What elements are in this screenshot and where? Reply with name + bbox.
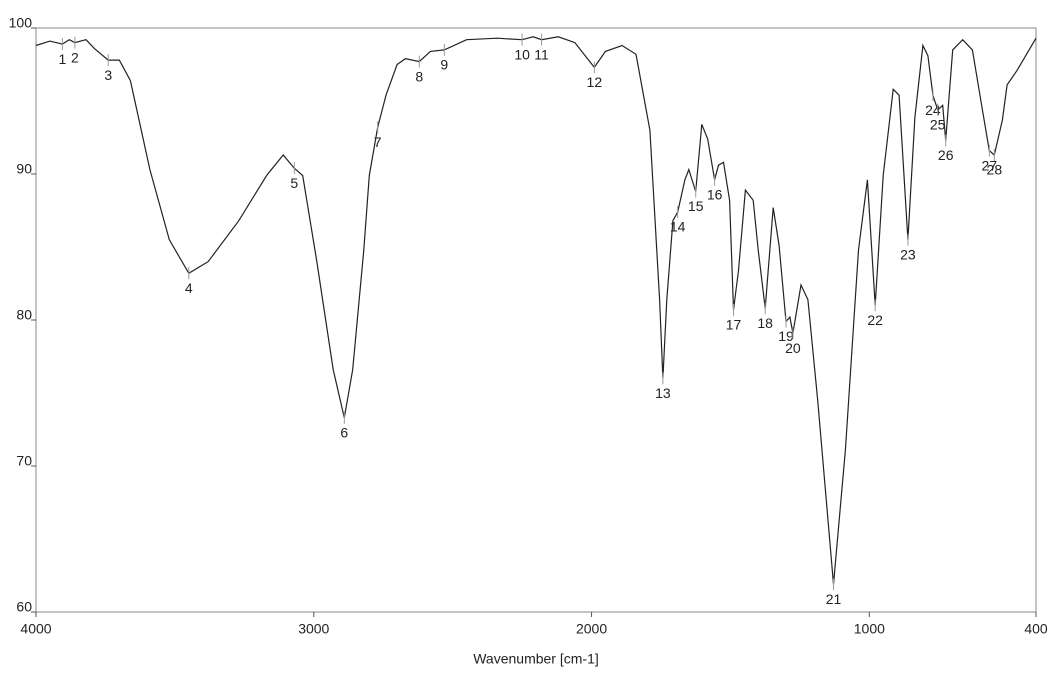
peak-label: 5	[290, 175, 298, 191]
peak-label: 4	[185, 280, 193, 296]
peak-label: 7	[374, 134, 382, 150]
peak-label: 21	[826, 591, 842, 607]
peak-label: 24	[925, 102, 941, 118]
peak-label: 15	[688, 198, 704, 214]
peak-label: 2	[71, 49, 79, 65]
peak-label: 27	[982, 157, 998, 173]
x-axis-label: Wavenumber [cm-1]	[473, 651, 599, 667]
y-tick-label: 100	[9, 15, 33, 31]
peak-label: 9	[440, 57, 448, 73]
peak-label: 26	[938, 147, 954, 163]
peak-label: 6	[340, 425, 348, 441]
peak-label: 13	[655, 385, 671, 401]
peak-label: 28	[987, 162, 1003, 178]
peak-label: 22	[867, 312, 883, 328]
peak-label: 14	[670, 219, 686, 235]
y-tick-label: 60	[16, 599, 32, 615]
peak-label: 25	[930, 116, 946, 132]
peak-label: 11	[534, 46, 549, 62]
x-tick-label: 4000	[20, 621, 51, 637]
y-tick-label: 70	[16, 453, 32, 469]
y-tick-label: 80	[16, 307, 32, 323]
peak-label: 16	[707, 187, 723, 203]
peak-label: 18	[757, 315, 773, 331]
peak-label: 12	[587, 74, 603, 90]
x-tick-label: 2000	[576, 621, 607, 637]
peak-label: 1	[58, 51, 66, 67]
peak-label: 23	[900, 246, 916, 262]
x-tick-label: 400	[1024, 621, 1048, 637]
x-tick-label: 1000	[854, 621, 885, 637]
x-tick-label: 3000	[298, 621, 329, 637]
peak-label: 10	[514, 46, 530, 62]
peak-label: 20	[785, 340, 801, 356]
y-tick-label: 90	[16, 161, 32, 177]
peak-label: 8	[415, 68, 423, 84]
spectrum-line	[35, 36, 1037, 585]
peak-label: 17	[726, 316, 742, 332]
plot-frame	[35, 27, 1037, 613]
peak-label: 19	[778, 328, 794, 344]
peak-label: 3	[104, 67, 112, 83]
